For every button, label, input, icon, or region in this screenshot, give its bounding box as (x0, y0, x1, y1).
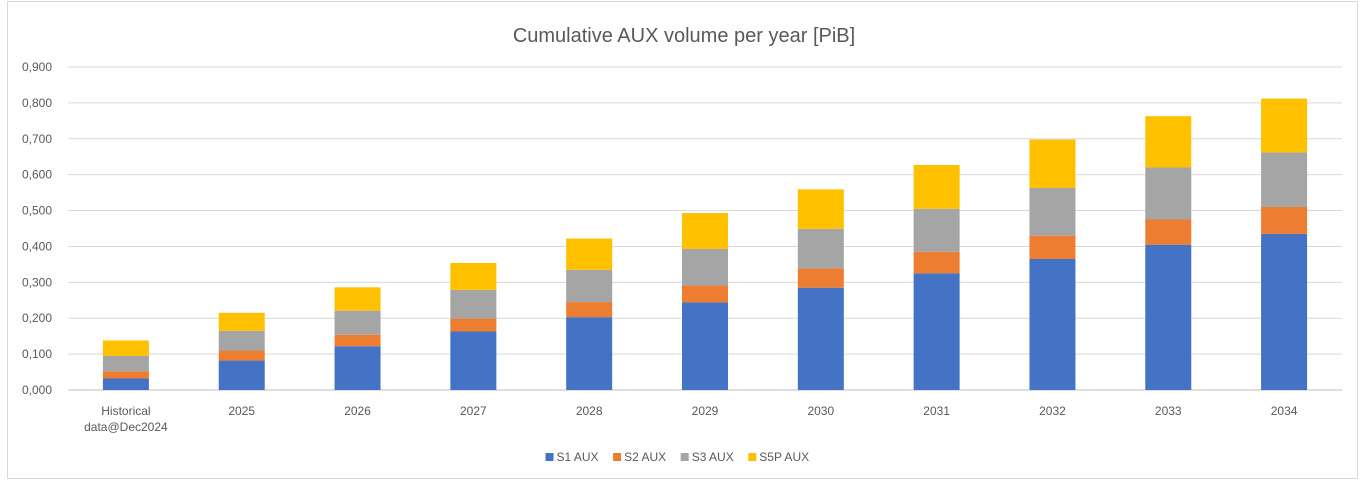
x-axis-tick-labels: Historical data@Dec2024 2025 2026 2027 2028 20… (84, 404, 1298, 434)
y-tick-label: 0,600 (22, 168, 52, 182)
x-tick-label: 2028 (576, 404, 603, 418)
bar-segment-s5p-aux (334, 287, 381, 311)
y-tick-label: 0,400 (22, 239, 52, 253)
bar-segment-s3-aux (682, 248, 728, 286)
y-tick-label: 0,300 (22, 275, 52, 289)
bar-segment-s5p-aux (218, 312, 265, 331)
x-tick-label: Historical (101, 404, 150, 418)
bar-segment-s1-aux (1145, 244, 1192, 390)
chart-title: Cumulative AUX volume per year [PiB] (513, 25, 855, 47)
legend-swatch (545, 453, 554, 461)
bar-segment-s5p-aux (566, 238, 613, 270)
legend-swatch (613, 453, 622, 461)
y-axis-tick-labels: 0,000 0,100 0,200 0,300 0,400 0,500 0,600 0,700… (22, 60, 52, 397)
x-tick-label: 2032 (1039, 404, 1066, 418)
legend-swatch (748, 453, 757, 461)
bar-segment-s3-aux (1029, 187, 1076, 236)
bar-segment-s5p-aux (1261, 98, 1308, 153)
bar-segment-s3-aux (218, 330, 265, 351)
legend-label: S5P AUX (759, 450, 809, 464)
legend-label: S2 AUX (624, 450, 666, 464)
bar-segment-s2-aux (1261, 206, 1308, 234)
bars (102, 98, 1308, 390)
bar-segment-s3-aux (102, 355, 149, 372)
bar-segment-s1-aux (218, 360, 265, 390)
y-tick-label: 0,500 (22, 204, 52, 218)
bar-segment-s1-aux (1029, 259, 1076, 390)
x-tick-label: data@Dec2024 (84, 420, 168, 434)
bar-segment-s3-aux (913, 208, 960, 252)
legend-label: S3 AUX (692, 450, 734, 464)
bar-segment-s2-aux (797, 268, 844, 288)
bar-segment-s5p-aux (102, 340, 149, 356)
x-tick-label: 2031 (923, 404, 950, 418)
bar-segment-s5p-aux (450, 262, 497, 290)
legend-swatch (680, 453, 689, 461)
y-tick-label: 0,800 (22, 96, 52, 110)
bar-segment-s2-aux (682, 285, 728, 303)
bar-segment-s5p-aux (682, 213, 728, 249)
bar-segment-s5p-aux (1029, 139, 1076, 188)
bar-segment-s5p-aux (913, 164, 960, 209)
legend: S1 AUX S2 AUX S3 AUX S5P AUX (545, 450, 809, 464)
bar-segment-s1-aux (334, 346, 381, 390)
chart-frame: Cumulative AUX volume per year [PiB] 0,0… (7, 1, 1358, 479)
y-tick-label: 0,700 (22, 132, 52, 146)
bar-segment-s1-aux (566, 317, 613, 390)
bar-segment-s2-aux (334, 334, 381, 347)
bar-segment-s3-aux (450, 289, 497, 319)
bar-segment-s5p-aux (797, 189, 844, 229)
legend-label: S1 AUX (557, 450, 599, 464)
bar-segment-s3-aux (1261, 152, 1308, 207)
x-tick-label: 2025 (228, 404, 255, 418)
bar-segment-s2-aux (102, 371, 149, 379)
bar-segment-s3-aux (334, 310, 381, 335)
x-tick-label: 2030 (807, 404, 834, 418)
bar-segment-s2-aux (1145, 219, 1192, 245)
x-tick-label: 2033 (1155, 404, 1182, 418)
bar-segment-s2-aux (450, 318, 497, 332)
bar-segment-s3-aux (797, 228, 844, 269)
bar-segment-s5p-aux (1145, 116, 1192, 168)
y-tick-label: 0,900 (22, 60, 52, 74)
x-tick-label: 2034 (1271, 404, 1298, 418)
bar-segment-s2-aux (566, 302, 613, 318)
bar-segment-s1-aux (1261, 233, 1308, 390)
y-tick-label: 0,200 (22, 311, 52, 325)
bar-segment-s3-aux (566, 269, 613, 303)
x-tick-label: 2026 (344, 404, 371, 418)
bar-segment-s1-aux (102, 378, 149, 390)
bar-segment-s1-aux (913, 273, 960, 390)
stacked-bar-chart: Cumulative AUX volume per year [PiB] 0,0… (22, 25, 1342, 464)
bar-segment-s1-aux (797, 287, 844, 390)
bar-segment-s2-aux (913, 251, 960, 274)
x-tick-label: 2029 (692, 404, 719, 418)
bar-segment-s2-aux (218, 350, 265, 361)
bar-segment-s1-aux (450, 331, 497, 390)
bar-segment-s2-aux (1029, 235, 1076, 260)
y-tick-label: 0,100 (22, 347, 52, 361)
x-tick-label: 2027 (460, 404, 487, 418)
bar-segment-s1-aux (682, 302, 728, 390)
bar-segment-s3-aux (1145, 167, 1192, 220)
y-tick-label: 0,000 (22, 383, 52, 397)
